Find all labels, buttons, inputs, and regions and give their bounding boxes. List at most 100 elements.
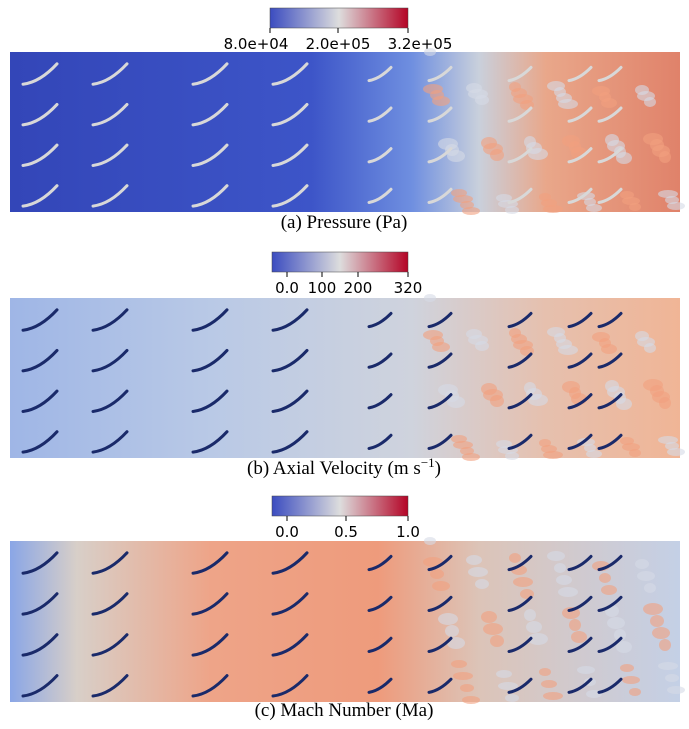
flow-spot	[466, 555, 482, 565]
flow-spot	[466, 329, 482, 339]
flow-spot	[607, 617, 625, 629]
flow-spot	[556, 575, 572, 585]
flow-spot	[505, 694, 519, 702]
flow-spot	[483, 623, 503, 635]
flow-spot	[667, 686, 685, 694]
flow-spot	[481, 383, 497, 395]
colorbar-label: 2.0e+05	[306, 35, 371, 53]
colorbar-label: 100	[308, 279, 337, 297]
flow-spot	[466, 83, 482, 93]
flow-spot	[558, 587, 578, 597]
colorbar	[270, 8, 408, 28]
flow-spot	[438, 138, 458, 150]
flow-spot	[496, 194, 512, 202]
flow-spot	[524, 609, 536, 621]
flow-spot	[562, 135, 580, 147]
flow-spot	[432, 581, 450, 591]
flow-spot	[635, 85, 649, 95]
caption: (a) Pressure (Pa)	[281, 212, 408, 233]
flow-spot	[541, 680, 557, 688]
flow-spot	[438, 613, 458, 625]
flow-spot	[453, 672, 473, 680]
colorbar-label: 3.2e+05	[388, 35, 453, 53]
flow-spot	[498, 682, 518, 690]
flow-spot	[424, 537, 436, 545]
flow-spot	[423, 84, 443, 94]
flow-spot	[637, 571, 655, 581]
flow-spot	[643, 133, 663, 145]
colorbar-label: 1.0	[396, 523, 420, 541]
caption-text: (b) Axial Velocity (m s	[247, 458, 421, 479]
flow-spot	[496, 670, 512, 678]
flow-spot	[629, 688, 641, 696]
flow-spot	[451, 435, 467, 443]
flow-spot	[622, 676, 640, 684]
flow-spot	[658, 436, 678, 444]
flow-spot	[462, 696, 480, 704]
flow-spot	[569, 619, 581, 631]
flow-spot	[526, 621, 542, 633]
flow-spot	[605, 134, 619, 146]
flow-spot	[652, 627, 670, 639]
flow-spot	[658, 190, 678, 198]
flow-spot	[547, 81, 565, 91]
flow-spot	[509, 328, 521, 338]
caption-tail: )	[435, 458, 441, 479]
flow-spot	[451, 660, 467, 668]
flow-field	[10, 294, 685, 461]
flow-spot	[562, 381, 580, 393]
flow-spot	[543, 692, 563, 700]
flow-spot	[539, 193, 551, 201]
flow-spot	[601, 585, 617, 595]
flow-spot	[592, 332, 610, 342]
flow-spot	[451, 189, 467, 197]
flow-spot	[547, 551, 565, 561]
flow-spot	[650, 615, 664, 627]
flow-spot	[513, 577, 533, 587]
flow-spot	[599, 573, 611, 583]
flow-spot	[509, 82, 521, 92]
colorbar-label: 0.0	[275, 279, 299, 297]
flow-spot	[605, 380, 619, 392]
flow-spot	[577, 666, 595, 674]
flow-spot	[430, 569, 444, 579]
colorbar-label: 0.0	[275, 523, 299, 541]
flow-spot	[438, 384, 458, 396]
flow-spot	[620, 437, 634, 445]
flow-spot	[424, 294, 436, 302]
flow-spot	[643, 379, 663, 391]
colorbar-label: 8.0e+04	[224, 35, 289, 53]
flow-spot	[481, 137, 497, 149]
caption-superscript: −1	[421, 455, 435, 470]
flow-spot	[424, 48, 436, 56]
flow-spot	[554, 563, 566, 573]
flow-spot	[490, 635, 504, 647]
flow-spot	[635, 331, 649, 341]
caption-text: (c) Mach Number (Ma)	[255, 700, 434, 721]
colorbar	[272, 496, 408, 516]
flow-spot	[644, 583, 656, 593]
flow-spot	[571, 631, 587, 643]
flow-spot	[509, 553, 521, 563]
flow-spot	[524, 382, 536, 394]
colorbar-label: 200	[344, 279, 373, 297]
caption: (b) Axial Velocity (m s−1)	[247, 455, 441, 479]
flow-spot	[620, 664, 634, 672]
caption: (c) Mach Number (Ma)	[255, 700, 434, 721]
flow-spot	[659, 639, 671, 651]
flow-spot	[620, 191, 634, 199]
flow-spot	[658, 662, 678, 670]
flow-spot	[635, 559, 649, 569]
flow-field	[10, 48, 685, 215]
caption-text: (a) Pressure (Pa)	[281, 212, 408, 233]
flow-spot	[460, 684, 474, 692]
flow-spot	[643, 603, 663, 615]
flow-spot	[496, 440, 512, 448]
flow-field	[10, 537, 685, 704]
flow-spot	[423, 330, 443, 340]
flow-spot	[481, 611, 497, 623]
flow-spot	[539, 668, 551, 676]
flow-spot	[592, 86, 610, 96]
flow-spot	[475, 579, 489, 589]
colorbar	[272, 252, 408, 272]
